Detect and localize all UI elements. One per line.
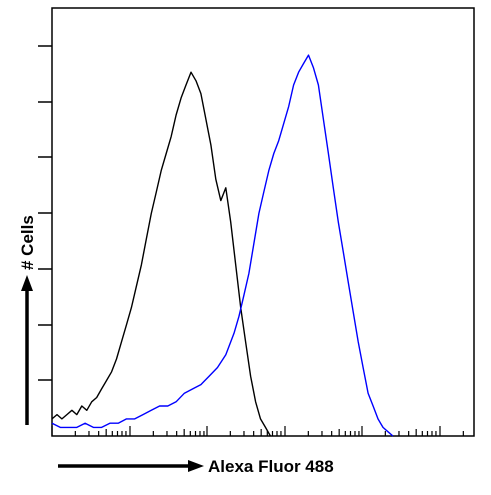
x-axis-title-group: Alexa Fluor 488 bbox=[58, 457, 334, 476]
x-axis-arrow-head bbox=[188, 460, 204, 472]
y-axis-title: # Cells bbox=[18, 215, 37, 270]
series-line-2 bbox=[51, 54, 394, 437]
y-axis-arrow-head bbox=[21, 275, 33, 291]
series-line-1 bbox=[51, 71, 272, 437]
x-axis-title: Alexa Fluor 488 bbox=[208, 457, 334, 476]
plot-frame bbox=[51, 7, 475, 437]
x-axis-ticks bbox=[51, 426, 464, 436]
series-layer bbox=[51, 54, 394, 437]
y-axis-title-group: # Cells bbox=[18, 215, 37, 425]
y-axis-ticks bbox=[38, 45, 52, 381]
